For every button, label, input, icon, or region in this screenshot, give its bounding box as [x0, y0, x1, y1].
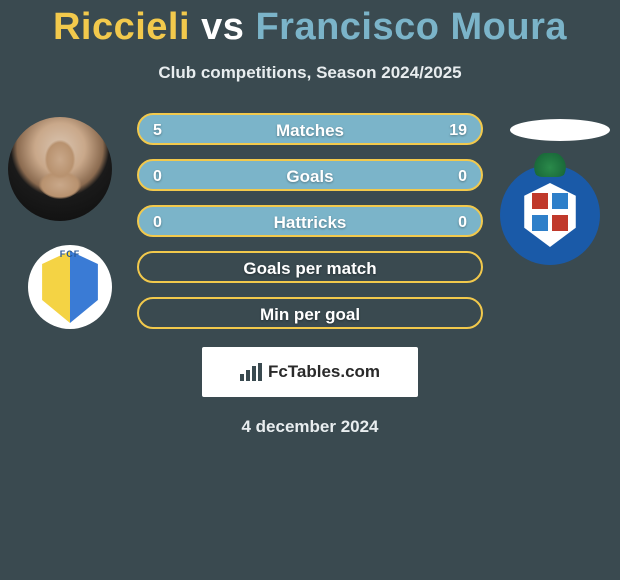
title-vs: vs [201, 6, 244, 48]
stat-label: Hattricks [274, 207, 347, 239]
stat-value-right: 0 [458, 161, 467, 193]
stat-bar-hattricks: 0 Hattricks 0 [137, 205, 483, 237]
stat-value-left: 5 [153, 115, 162, 147]
title-player-left: Riccieli [53, 6, 190, 48]
comparison-content: 5 Matches 19 0 Goals 0 0 Hattricks 0 Goals per ma… [0, 113, 620, 437]
club-left-shield-icon [39, 251, 101, 323]
stat-value-left: 0 [153, 161, 162, 193]
player-left-avatar [8, 117, 112, 221]
stat-value-left: 0 [153, 207, 162, 239]
stat-label: Goals [286, 161, 333, 193]
stat-label: Goals per match [243, 253, 376, 285]
stat-bar-goals: 0 Goals 0 [137, 159, 483, 191]
club-right-shield-icon [522, 183, 578, 247]
subtitle: Club competitions, Season 2024/2025 [0, 63, 620, 83]
player-right-avatar [510, 119, 610, 141]
title-player-right: Francisco Moura [255, 6, 567, 48]
stat-bar-goals-per-match: Goals per match [137, 251, 483, 283]
stat-bar-min-per-goal: Min per goal [137, 297, 483, 329]
stat-value-right: 0 [458, 207, 467, 239]
stat-value-right: 19 [449, 115, 467, 147]
bar-chart-icon [240, 363, 262, 381]
brand-text: FcTables.com [268, 362, 380, 382]
date-label: 4 december 2024 [0, 417, 620, 437]
club-right-crest [500, 165, 600, 265]
page-title: Riccieli vs Francisco Moura [0, 0, 620, 49]
stat-label: Matches [276, 115, 344, 147]
brand-logo: FcTables.com [202, 347, 418, 397]
stat-bar-matches: 5 Matches 19 [137, 113, 483, 145]
club-left-crest [28, 245, 112, 329]
dragon-icon [533, 153, 567, 177]
stat-bars: 5 Matches 19 0 Goals 0 0 Hattricks 0 Goals per ma… [137, 113, 483, 329]
stat-label: Min per goal [260, 299, 360, 331]
